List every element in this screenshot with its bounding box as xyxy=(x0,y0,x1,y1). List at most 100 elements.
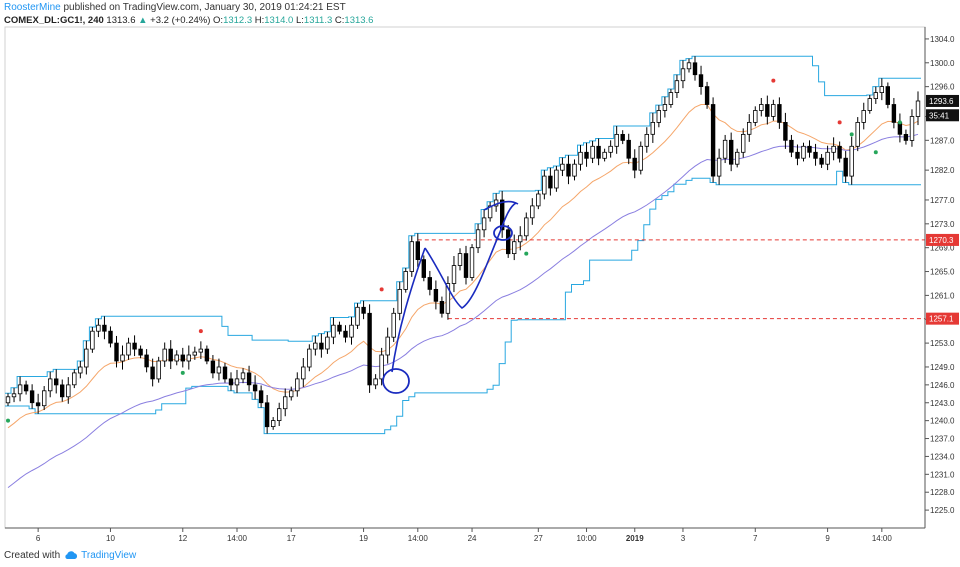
created-with-text: Created with xyxy=(4,550,61,561)
signal-dots-layer xyxy=(6,78,902,423)
candle-up xyxy=(656,110,661,123)
candle-up xyxy=(373,378,378,386)
candle-down xyxy=(228,378,234,386)
candle-up xyxy=(355,306,360,326)
tradingview-cloud-icon xyxy=(65,551,78,559)
price-tick-label: 1243.0 xyxy=(930,399,955,408)
price-tick-label: 1246.0 xyxy=(930,381,955,390)
candle-up xyxy=(126,342,131,356)
annotation-layer xyxy=(382,200,519,394)
price-tick-label: 1234.0 xyxy=(930,452,955,461)
candle-up xyxy=(915,100,921,117)
tradingview-brand[interactable]: TradingView xyxy=(64,550,136,561)
time-tick-label: 12 xyxy=(178,534,187,543)
candle-up xyxy=(192,351,197,356)
price-tick-label: 1249.0 xyxy=(930,363,955,372)
price-tick-label: 1296.0 xyxy=(930,83,955,92)
candle-up xyxy=(276,408,282,422)
candle-up xyxy=(295,378,300,392)
time-tick-label: 3 xyxy=(681,534,686,543)
time-axis[interactable]: 6 10 12 14:00 17 19 14:00 24 27 10:00 2019 3 7 9 14:00 xyxy=(5,527,925,543)
price-label-box xyxy=(926,94,959,107)
price-tick-label: 1265.0 xyxy=(930,268,955,277)
candle-up xyxy=(5,396,11,404)
candle-up xyxy=(638,145,643,171)
price-tick-label: 1287.0 xyxy=(930,136,955,145)
candle-up xyxy=(78,366,83,374)
change-arrow-icon: ▲ xyxy=(138,15,148,26)
price-tick-label: 1269.0 xyxy=(930,244,955,253)
price-tick-label: 1228.0 xyxy=(930,488,955,497)
candle-down xyxy=(144,354,149,368)
candle-up xyxy=(120,354,125,362)
candle-up xyxy=(391,312,396,338)
candle-up xyxy=(825,151,830,165)
candle-up xyxy=(674,80,680,93)
candle-down xyxy=(813,151,818,159)
candle-up xyxy=(801,145,806,159)
candle-down xyxy=(102,324,107,332)
author-link[interactable]: RoosterMine xyxy=(4,2,61,13)
symbol-name[interactable]: COMEX_DL:GC1!, 240 xyxy=(4,15,104,26)
low-value: 1311.3 xyxy=(303,15,333,26)
buy-signal-dot xyxy=(6,418,11,423)
time-tick-label: 2019 xyxy=(626,534,644,543)
candle-up xyxy=(84,348,89,368)
candle-down xyxy=(252,384,258,392)
candle-down xyxy=(777,104,782,123)
annotation-circle-low xyxy=(382,368,410,394)
time-tick-label: 19 xyxy=(359,534,368,543)
candle-up xyxy=(560,163,565,171)
price-tick-label: 1304.0 xyxy=(930,35,955,44)
candle-up xyxy=(722,139,728,159)
candle-down xyxy=(180,354,185,362)
candle-up xyxy=(186,354,191,362)
candle-up xyxy=(680,68,686,82)
candle-down xyxy=(632,157,637,171)
candle-up xyxy=(536,193,541,207)
candles-layer xyxy=(5,56,921,434)
price-tick-label: 1237.0 xyxy=(930,435,955,444)
tradingview-label: TradingView xyxy=(81,550,137,561)
candle-up xyxy=(469,247,475,278)
candle-down xyxy=(891,104,897,123)
footer: Created with TradingView xyxy=(4,550,136,561)
candle-down xyxy=(114,342,119,362)
channel-lower-line xyxy=(5,170,921,435)
candle-down xyxy=(698,74,704,87)
candle-up xyxy=(42,390,47,407)
candle-up xyxy=(307,348,312,368)
price-tick-label: 1225.0 xyxy=(930,506,955,515)
candle-down xyxy=(23,384,29,392)
time-tick-label: 6 xyxy=(36,534,41,543)
price-tick-label: 1253.0 xyxy=(930,339,955,348)
channel-layer xyxy=(5,55,921,435)
candle-up xyxy=(162,348,167,362)
candle-up xyxy=(614,133,619,147)
time-tick-label: 10 xyxy=(106,534,115,543)
candle-up xyxy=(867,98,872,111)
candle-up xyxy=(240,372,246,380)
candle-down xyxy=(246,372,252,386)
candle-down xyxy=(427,277,432,290)
candle-down xyxy=(343,330,348,338)
candle-down xyxy=(108,330,113,344)
price-axis[interactable]: 1304.01300.01296.01291.01287.01282.01277… xyxy=(924,27,959,528)
candle-up xyxy=(282,396,288,410)
time-tick-label: 10:00 xyxy=(577,534,598,543)
candle-up xyxy=(457,253,463,266)
candle-up xyxy=(771,104,776,117)
candle-down xyxy=(204,348,210,362)
ma-fast-line xyxy=(7,104,919,429)
candle-up xyxy=(487,205,493,219)
price-label-box xyxy=(926,109,959,122)
price-tick-label: 1277.0 xyxy=(930,196,955,205)
candle-down xyxy=(138,348,143,356)
candle-down xyxy=(60,384,65,398)
candle-down xyxy=(765,104,770,117)
buy-signal-dot xyxy=(849,132,854,137)
candle-down xyxy=(584,151,589,159)
candle-up xyxy=(608,145,613,153)
candle-down xyxy=(505,229,511,255)
